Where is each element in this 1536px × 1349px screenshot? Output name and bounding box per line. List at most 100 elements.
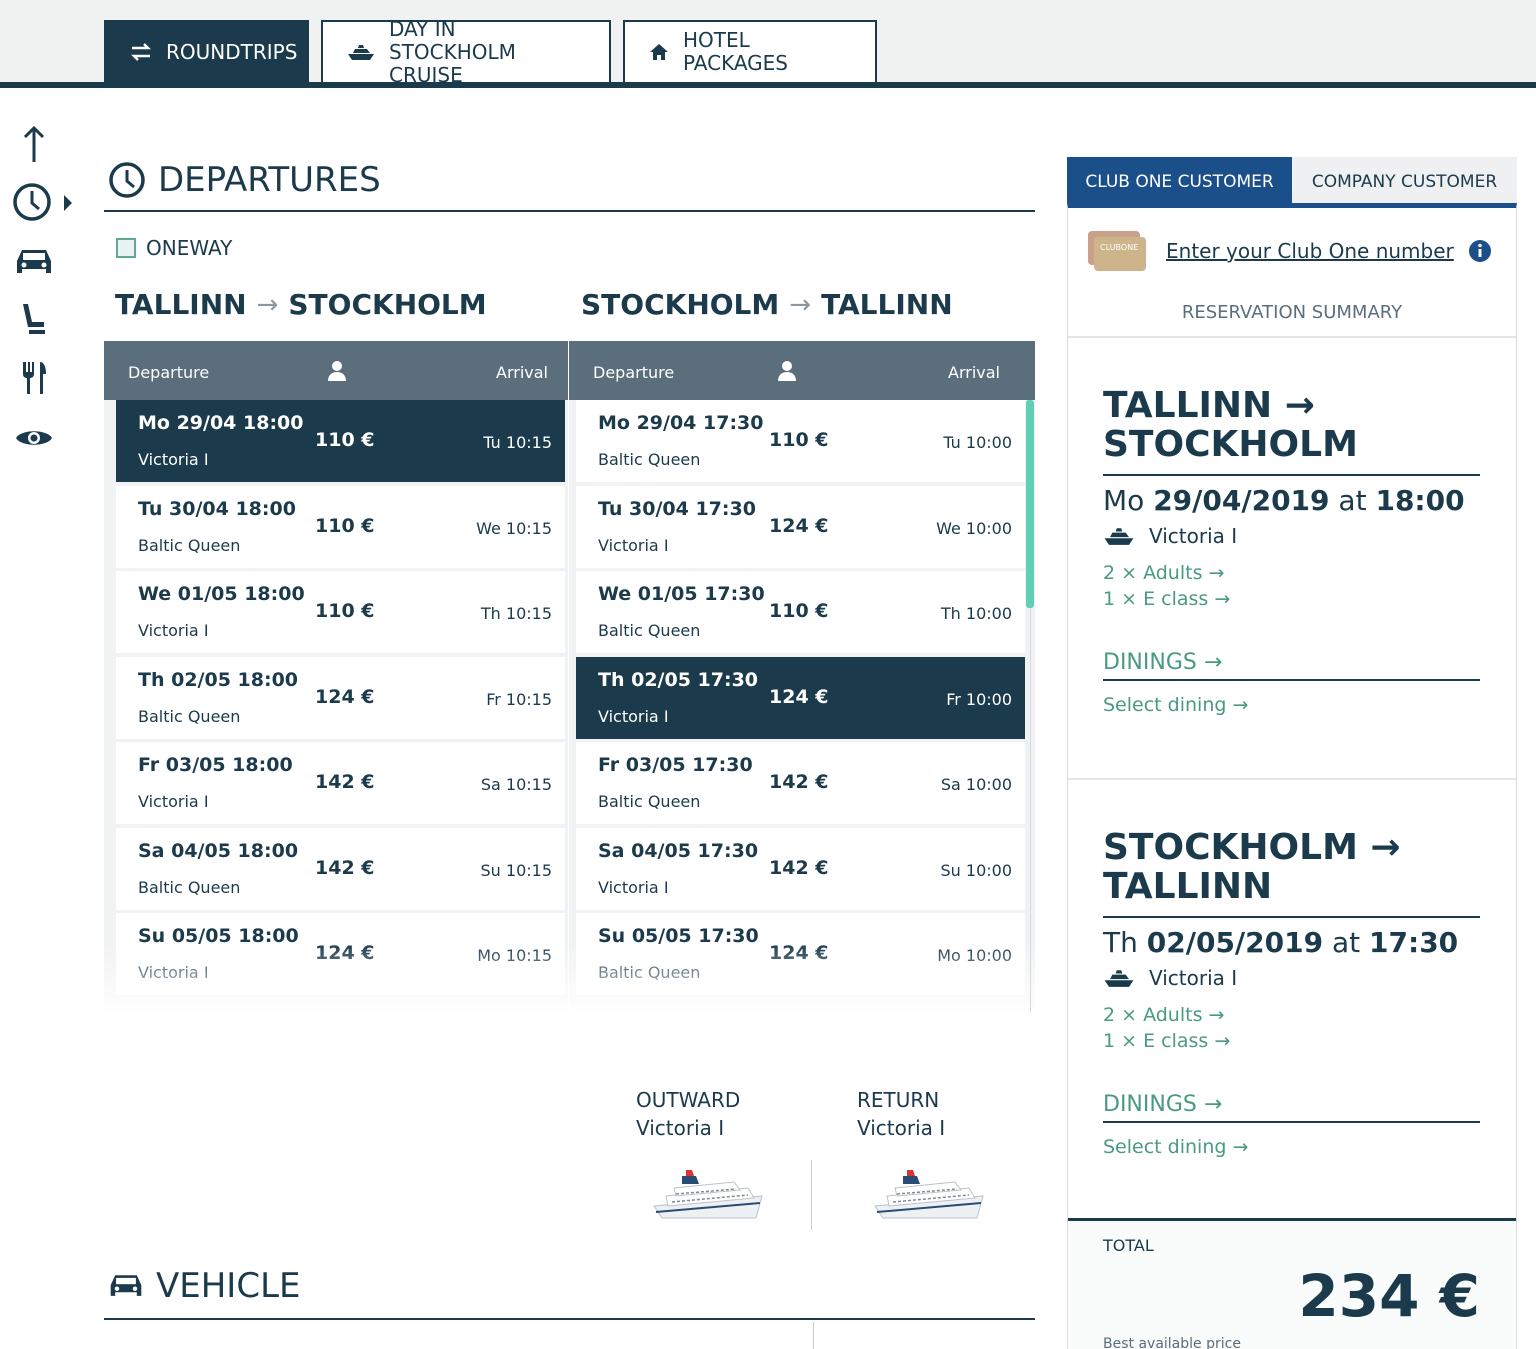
- departure-row[interactable]: Su 05/05 18:00 Victoria I 124 € Mo 10:15: [116, 913, 565, 995]
- total-rule: [1068, 1218, 1516, 1221]
- scroll-top-button[interactable]: [12, 122, 56, 166]
- departure-row[interactable]: Mo 29/04 17:30 Baltic Queen 110 € Tu 10:00: [576, 400, 1025, 482]
- leg1-at: at: [1338, 484, 1367, 517]
- return-scroll-track[interactable]: [1030, 400, 1031, 1012]
- leg1-select-dining-link[interactable]: Select dining →: [1103, 694, 1249, 716]
- price: 110 €: [315, 514, 375, 537]
- leg2-select-dining-link[interactable]: Select dining →: [1103, 1136, 1249, 1158]
- leg1-dinings-link[interactable]: DININGS →: [1103, 650, 1223, 675]
- price: 124 €: [315, 685, 375, 708]
- departures-heading: DEPARTURES: [108, 160, 381, 200]
- departure-datetime: Mo 29/04 17:30: [598, 412, 764, 434]
- ship-name: Baltic Queen: [138, 877, 241, 897]
- nav-dining[interactable]: [12, 356, 56, 400]
- arrival-time: Tu 10:15: [483, 433, 552, 452]
- oneway-label: ONEWAY: [146, 236, 233, 260]
- return-route-heading: STOCKHOLM → TALLINN: [581, 288, 953, 321]
- tab-company-customer[interactable]: COMPANY CUSTOMER: [1292, 157, 1517, 207]
- departure-datetime: Tu 30/04 18:00: [138, 497, 296, 520]
- departure-row[interactable]: We 01/05 17:30 Baltic Queen 110 € Th 10:00: [576, 571, 1025, 653]
- outbound-route-heading: TALLINN → STOCKHOLM: [115, 288, 487, 321]
- leg2-dinings-rule: [1103, 1121, 1480, 1123]
- nav-seats[interactable]: [12, 298, 56, 342]
- nav-departures[interactable]: [12, 180, 76, 224]
- best-price-note: Best available price: [1103, 1336, 1241, 1349]
- return-scrollbar[interactable]: [1026, 400, 1034, 608]
- ship-name: Victoria I: [138, 792, 209, 811]
- club-card-text: CLUBONE: [1094, 237, 1146, 271]
- leg1-route-line1: TALLINN →: [1103, 385, 1315, 426]
- price: 142 €: [769, 856, 829, 879]
- ship-name: Victoria I: [598, 706, 669, 726]
- leg2-class-link[interactable]: 1 × E class →: [1103, 1030, 1231, 1052]
- departure-row[interactable]: Fr 03/05 17:30 Baltic Queen 142 € Sa 10:00: [576, 742, 1025, 824]
- arrival-time: Sa 10:15: [480, 775, 552, 794]
- departure-row[interactable]: Th 02/05 18:00 Baltic Queen 124 € Fr 10:15: [116, 656, 565, 739]
- nav-vehicle[interactable]: [12, 240, 56, 284]
- oneway-option[interactable]: ONEWAY: [116, 236, 232, 260]
- price: 110 €: [315, 429, 375, 451]
- departure-datetime: Th 02/05 18:00: [138, 668, 299, 691]
- leg-separator: [1068, 778, 1516, 780]
- person-icon: [778, 361, 796, 381]
- return-table-header: Departure Arrival: [569, 341, 1035, 400]
- tab-hotel-label: HOTEL PACKAGES: [683, 28, 788, 75]
- col-arrival: Arrival: [496, 363, 548, 382]
- tab-roundtrips-label: ROUNDTRIPS: [166, 39, 298, 64]
- departure-row[interactable]: Mo 29/04 18:00 Victoria I 110 € Tu 10:15: [116, 400, 565, 482]
- price: 124 €: [769, 685, 829, 708]
- departure-row[interactable]: We 01/05 18:00 Victoria I 110 € Th 10:15: [116, 571, 565, 653]
- departure-datetime: Th 02/05 17:30: [598, 668, 759, 691]
- departure-row[interactable]: Fr 03/05 18:00 Victoria I 142 € Sa 10:15: [116, 742, 565, 824]
- leg2-rule: [1103, 916, 1480, 918]
- leg2-adults-link[interactable]: 2 × Adults →: [1103, 1004, 1225, 1026]
- departure-datetime: Tu 30/04 17:30: [598, 497, 756, 520]
- leg1-ship: Victoria I: [1103, 524, 1237, 548]
- departures-rule: [104, 210, 1035, 212]
- return-from: STOCKHOLM: [581, 288, 780, 321]
- departure-row[interactable]: Sa 04/05 17:30 Victoria I 142 € Su 10:00: [576, 827, 1025, 910]
- departure-row[interactable]: Sa 04/05 18:00 Baltic Queen 142 € Su 10:15: [116, 827, 565, 910]
- cutlery-icon: [23, 362, 46, 394]
- oneway-checkbox[interactable]: [116, 238, 136, 258]
- return-departures-table: Departure Arrival Mo 29/04 17:30 Baltic Q…: [569, 341, 1035, 1013]
- ship-icon: [348, 45, 374, 60]
- info-icon[interactable]: [1468, 239, 1492, 263]
- price: 142 €: [769, 771, 829, 793]
- club-one-number-link[interactable]: Enter your Club One number: [1166, 239, 1454, 263]
- leg1-date: Mo 29/04/2019 at 18:00: [1103, 484, 1465, 517]
- return-label: RETURN: [857, 1088, 940, 1112]
- price: 124 €: [769, 514, 829, 537]
- outbound-to: STOCKHOLM: [288, 288, 487, 321]
- total-label: TOTAL: [1103, 1236, 1154, 1255]
- nav-overview[interactable]: [12, 416, 56, 460]
- leg1-rule: [1103, 474, 1480, 476]
- tab-hotel-packages[interactable]: HOTEL PACKAGES: [623, 20, 877, 82]
- col-arrival: Arrival: [948, 363, 1000, 382]
- route-arrow-icon: →: [789, 289, 812, 320]
- price: 110 €: [769, 429, 829, 451]
- leg2-dinings-link[interactable]: DININGS →: [1103, 1092, 1223, 1117]
- tab-roundtrips[interactable]: ROUNDTRIPS: [104, 20, 309, 82]
- departure-row[interactable]: Tu 30/04 18:00 Baltic Queen 110 € We 10:15: [116, 485, 565, 568]
- departure-row[interactable]: Tu 30/04 17:30 Victoria I 124 € We 10:00: [576, 485, 1025, 568]
- leg1-class-link[interactable]: 1 × E class →: [1103, 588, 1231, 610]
- tab-club-one-customer[interactable]: CLUB ONE CUSTOMER: [1067, 157, 1292, 207]
- departure-row[interactable]: Su 05/05 17:30 Baltic Queen 124 € Mo 10:00: [576, 913, 1025, 995]
- departure-datetime: Fr 03/05 17:30: [598, 754, 753, 776]
- tab-day-cruise[interactable]: DAY IN STOCKHOLM CRUISE: [321, 17, 611, 86]
- leg2-time: 17:30: [1369, 926, 1459, 959]
- top-navigation: ROUNDTRIPS DAY IN STOCKHOLM CRUISE HOTEL…: [0, 0, 1536, 88]
- clock-icon: [109, 162, 145, 198]
- departure-row[interactable]: Th 02/05 17:30 Victoria I 124 € Fr 10:00: [576, 656, 1025, 739]
- leg2-at: at: [1331, 926, 1361, 959]
- swap-arrows-icon: [131, 43, 151, 61]
- leg1-adults-link[interactable]: 2 × Adults →: [1103, 562, 1225, 584]
- club-one-box: CLUBONE Enter your Club One number RESER…: [1068, 209, 1516, 337]
- seat-icon: [23, 304, 45, 334]
- ship-divider: [811, 1160, 812, 1230]
- eye-icon: [16, 431, 52, 445]
- outward-label: OUTWARD: [636, 1088, 741, 1112]
- arrival-time: Su 10:00: [940, 860, 1013, 880]
- leg1-date-value: 29/04/2019: [1153, 484, 1330, 517]
